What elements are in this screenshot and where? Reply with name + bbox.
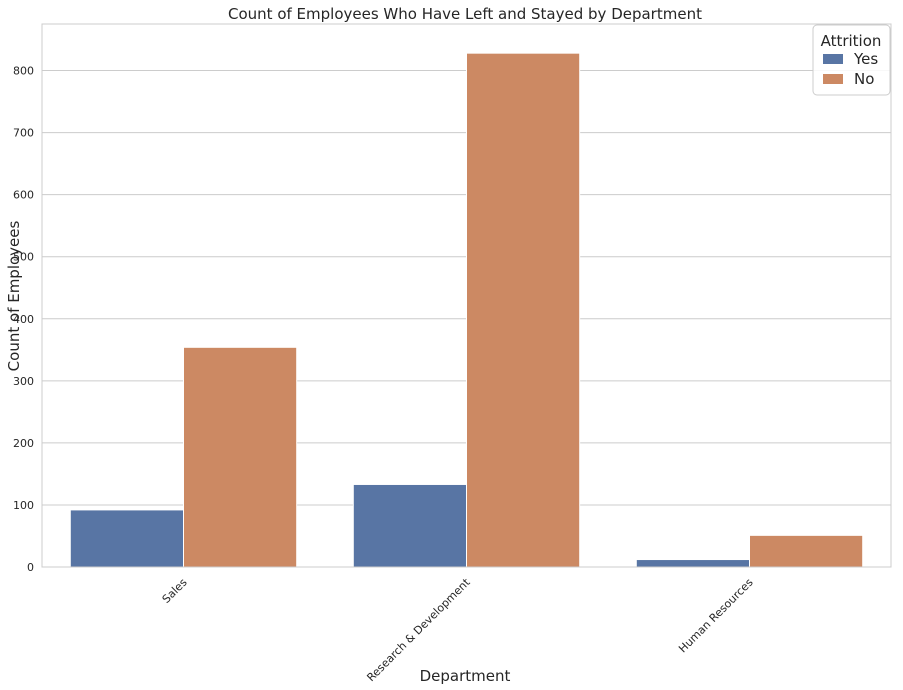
legend-swatch-no bbox=[823, 74, 843, 84]
bar-yes-1 bbox=[352, 483, 467, 568]
y-tick-labels: 0 100 200 300 400 500 600 700 800 bbox=[13, 65, 34, 574]
legend-label-no: No bbox=[854, 70, 874, 88]
legend-label-yes: Yes bbox=[853, 50, 878, 68]
y-tick-label: 100 bbox=[13, 499, 34, 512]
y-tick-label: 400 bbox=[13, 313, 34, 326]
y-tick-label: 500 bbox=[13, 251, 34, 264]
bar-no-0 bbox=[183, 346, 298, 568]
x-tick-label: Human Resources bbox=[676, 576, 756, 656]
y-axis-label: Count of Employees bbox=[5, 220, 23, 371]
legend-title: Attrition bbox=[821, 32, 882, 50]
bars bbox=[69, 52, 864, 568]
x-axis-label: Department bbox=[420, 667, 511, 685]
y-tick-label: 700 bbox=[13, 127, 34, 140]
y-tick-label: 200 bbox=[13, 437, 34, 450]
y-tick-label: 0 bbox=[27, 561, 34, 574]
bar-yes-0 bbox=[69, 509, 184, 568]
plot-frame bbox=[41, 23, 892, 568]
bar-no-2 bbox=[749, 534, 864, 568]
chart-title: Count of Employees Who Have Left and Sta… bbox=[228, 5, 702, 23]
y-tick-label: 600 bbox=[13, 189, 34, 202]
y-tick-label: 800 bbox=[13, 65, 34, 78]
bar-no-1 bbox=[466, 52, 581, 568]
bar-yes-2 bbox=[635, 559, 750, 568]
y-tick-label: 300 bbox=[13, 375, 34, 388]
x-tick-label: Sales bbox=[160, 576, 190, 606]
legend: Attrition Yes No bbox=[812, 24, 891, 96]
legend-swatch-yes bbox=[823, 54, 843, 64]
